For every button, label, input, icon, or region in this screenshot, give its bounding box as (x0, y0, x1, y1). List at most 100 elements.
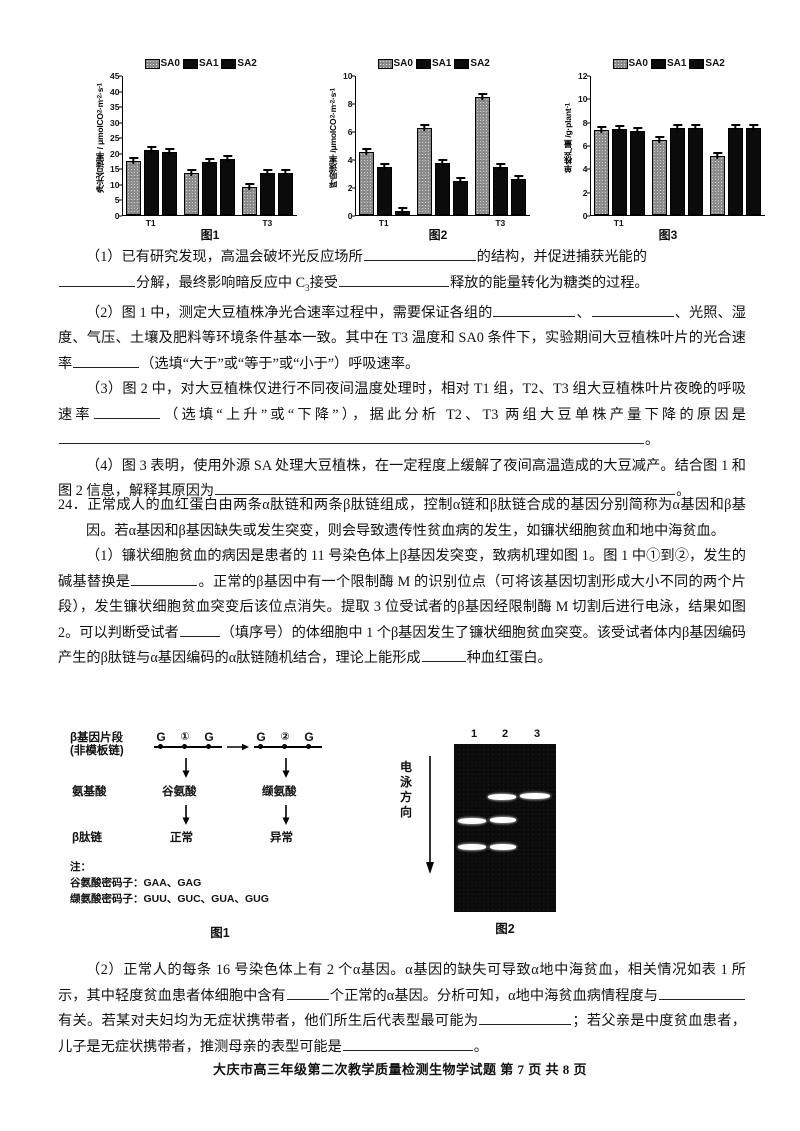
legend-swatch-sa0 (612, 58, 628, 69)
answer-blank[interactable] (363, 245, 476, 261)
q23-p3-text-c: 。 (645, 432, 660, 449)
bar-sa1-t2 (435, 159, 451, 215)
bar-sa1-t3 (260, 169, 276, 215)
legend-swatch-sa1 (182, 58, 198, 69)
y-tick-label: 30 (110, 117, 120, 128)
fig2-gel (454, 744, 556, 912)
q23-p1-text-e: 释放的能量转化为糖类的过程。 (449, 274, 649, 291)
fig1-down-arrow-icon (182, 758, 191, 778)
chart-fig1-yticks: 0 5 10 15 20 25 30 35 40 45 (105, 72, 122, 220)
x-tick-label-t1: T1 (378, 218, 389, 228)
fig2-direction-label: 电泳方向 (399, 760, 412, 819)
chart-fig1-legend: SA0 SA1 SA2 (144, 58, 257, 69)
answer-blank[interactable] (659, 984, 745, 1000)
y-tick-label: 8 (582, 117, 588, 128)
y-tick-label: 4 (347, 154, 353, 165)
fig1-strand-dot (206, 744, 211, 749)
bar-sa2-t2 (220, 155, 236, 215)
figure-caption-3: 图3 (658, 228, 678, 242)
error-bar (379, 163, 390, 170)
legend-swatch-sa0 (377, 58, 393, 69)
answer-blank[interactable] (215, 479, 676, 496)
q23-p2-text-d: （选填“大于”或“等于”或“小于”）呼吸速率。 (140, 355, 420, 372)
legend-item-sa0: SA0 (144, 58, 180, 69)
y-tick-label: 40 (110, 86, 120, 97)
q23-p1-text-a: （1）已有研究发现，高温会破坏光反应场所 (86, 249, 363, 265)
y-tick-label: 10 (578, 94, 588, 105)
y-tick-mark (118, 153, 122, 155)
answer-blank[interactable] (338, 271, 449, 287)
bar-group-t3 (239, 76, 297, 215)
legend-label-sa1: SA1 (666, 58, 687, 69)
fig1-strand-left (154, 746, 222, 748)
legend-label-sa0: SA0 (393, 58, 413, 69)
legend-swatch-sa2 (689, 58, 705, 69)
legend-item-sa0: SA0 (377, 58, 413, 69)
fig1-base-left-g2: G (204, 730, 214, 744)
y-tick-label: 25 (110, 132, 120, 143)
question-24-part2-body: （2）正常人的每条 16 号染色体上有 2 个α基因。α基因的缺失可导致α地中海… (58, 958, 746, 1060)
answer-blank[interactable] (591, 301, 674, 317)
answer-blank[interactable] (342, 1035, 473, 1051)
bar-group-t1 (123, 76, 181, 215)
legend-item-sa2: SA2 (454, 58, 490, 69)
error-bar (146, 145, 157, 153)
bar-group-t2 (181, 76, 239, 215)
legend-item-sa1: SA1 (650, 58, 687, 69)
bar-sa1-t3 (728, 123, 744, 215)
chart-fig3-ylabel: 单株产量 /g·plant -1 (563, 103, 573, 173)
error-bar (632, 127, 643, 134)
answer-blank[interactable] (179, 621, 220, 637)
answer-blank[interactable] (131, 570, 198, 586)
q24-p1-text-a: （1）镰状细胞贫血的病因是患者的 11 号染色体上β基因发突变，致病机理如图 1… (58, 548, 746, 590)
fig1-amino-left: 谷氨酸 (162, 786, 197, 798)
error-bar (244, 183, 255, 190)
bar-group-t2 (414, 76, 472, 215)
answer-blank[interactable] (93, 403, 160, 419)
legend-item-sa2: SA2 (689, 58, 725, 69)
answer-blank[interactable] (286, 984, 329, 1000)
bar-group-t1 (356, 76, 414, 215)
answer-blank[interactable] (421, 646, 466, 662)
y-tick-label: 35 (110, 101, 120, 112)
q24-stem-text: 正常成人的血红蛋白由两条α肽链和两条β肽链组成，控制α链和β肽链合成的基因分别简… (86, 497, 746, 539)
q23-part1: （1）已有研究发现，高温会破坏光反应场所 的结构，并促进捕获光能的 分解，最终影响… (58, 245, 746, 301)
fig1-note-title: 注： (70, 861, 91, 873)
q23-p3-text-a: （3）图 2 中，对大豆植株仅进行不同夜间温度处理时，相对 T1 组，T2、T3… (58, 381, 746, 423)
q23-p1-text-c: 分解，最终影响暗反应中 C (136, 274, 306, 291)
answer-blank[interactable] (479, 1009, 572, 1025)
answer-blank[interactable] (73, 352, 140, 368)
fig1-label-peptide: β肽链 (72, 832, 103, 844)
q23-part3: （3）图 2 中，对大豆植株仅进行不同夜间温度处理时，相对 T1 组，T2、T3… (58, 377, 746, 454)
error-bar (712, 151, 723, 159)
answer-blank[interactable] (493, 301, 576, 317)
figures-row: 净光合速率 / μmolCO 2 ·m -2 ·s -1 SA0 SA1 SA2 (95, 58, 785, 253)
y-tick-mark (118, 137, 122, 139)
y-tick-label: 6 (582, 140, 588, 151)
answer-blank[interactable] (59, 271, 135, 287)
error-bar (614, 124, 625, 132)
chart-fig3-legend: SA0 SA1 SA2 (612, 58, 725, 69)
bar-group-t2 (649, 76, 707, 215)
legend-swatch-sa1 (415, 58, 431, 69)
fig1-label-gene: β基因片段 (非模板链) (70, 732, 124, 758)
fig1-gene-sub-text: (非模板链) (70, 745, 124, 757)
y-tick-label: 10 (343, 70, 353, 81)
fig2-caption: 图2 (495, 922, 515, 936)
q24-stem: 24．正常成人的血红蛋白由两条α肽链和两条β肽链组成，控制α链和β肽链合成的基因… (58, 493, 746, 544)
y-tick-mark (118, 91, 122, 93)
bar-sa2-t1 (630, 127, 646, 215)
bar-sa1-t3 (493, 162, 509, 215)
q23-p2-text-a: （2）图 1 中，测定大豆植株净光合速率过程中，需要保证各组的 (86, 304, 493, 321)
fig1-strand-dot (182, 744, 187, 749)
error-bar (477, 93, 488, 100)
answer-blank[interactable] (59, 428, 644, 445)
bar-sa0-t3 (710, 151, 726, 215)
error-bar (186, 169, 197, 176)
chart-fig3-yticks: 0 2 4 6 8 10 12 (573, 72, 590, 220)
fig1-strand-dot (282, 744, 287, 749)
error-bar (164, 148, 175, 155)
q24-number: 24． (58, 497, 88, 513)
bar-sa2-t3 (278, 168, 294, 215)
